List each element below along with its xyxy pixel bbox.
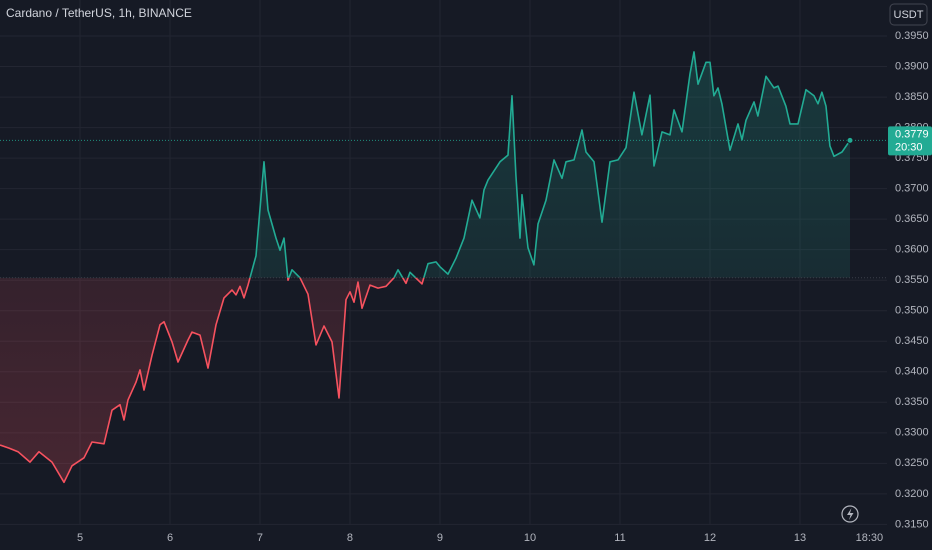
y-tick-label: 0.3500 [895,305,929,317]
y-tick-label: 0.3700 [895,183,929,195]
y-tick-label: 0.3850 [895,91,929,103]
y-tick-label: 0.3950 [895,30,929,42]
x-tick-label: 11 [614,532,625,544]
plot [0,51,887,484]
price-axis: 0.3150 0.3200 0.3250 0.3300 0.3350 0.3400 0.34… [77,30,932,544]
area-up [250,51,850,278]
last-point [846,136,854,144]
x-tick-label: 8 [347,532,353,544]
x-tick-label: 5 [77,532,83,544]
icon-bolt[interactable] [847,508,854,520]
y-tick-label: 0.3150 [895,518,929,530]
y-tick-label: 0.3650 [895,213,929,225]
y-tick-label: 0.3350 [895,396,929,408]
chart-title: Cardano / TetherUS, 1h, BINANCE [6,6,192,20]
replay-icon[interactable] [841,505,859,523]
y-tick-label: 0.3550 [895,274,929,286]
x-tick-label: 6 [167,532,173,544]
x-tick-label: 9 [437,532,443,544]
icon-circle[interactable] [841,505,859,523]
area-down [0,277,850,483]
last-price-label: 0.3779 [895,128,929,140]
y-tick-label: 0.3450 [895,335,929,347]
y-tick-label: 0.3300 [895,427,929,439]
currency-button[interactable] [889,3,928,26]
y-tick-label: 0.3600 [895,244,929,256]
y-tick-label: 0.3200 [895,488,929,500]
price-line-up [249,51,851,278]
x-tick-label: 13 [794,532,806,544]
x-tick-label: 18:30 [856,532,884,544]
price-line-down [0,277,425,484]
x-tick-label: 12 [704,532,716,544]
x-tick-label: 7 [257,532,263,544]
currency-label[interactable]: USDT [894,9,924,21]
x-tick-label: 10 [524,532,536,544]
y-tick-label: 0.3400 [895,366,929,378]
y-tick-label: 0.3900 [895,60,929,72]
countdown-label: 20:30 [895,141,923,153]
y-tick-label: 0.3250 [895,457,929,469]
last-price-box [888,126,932,156]
